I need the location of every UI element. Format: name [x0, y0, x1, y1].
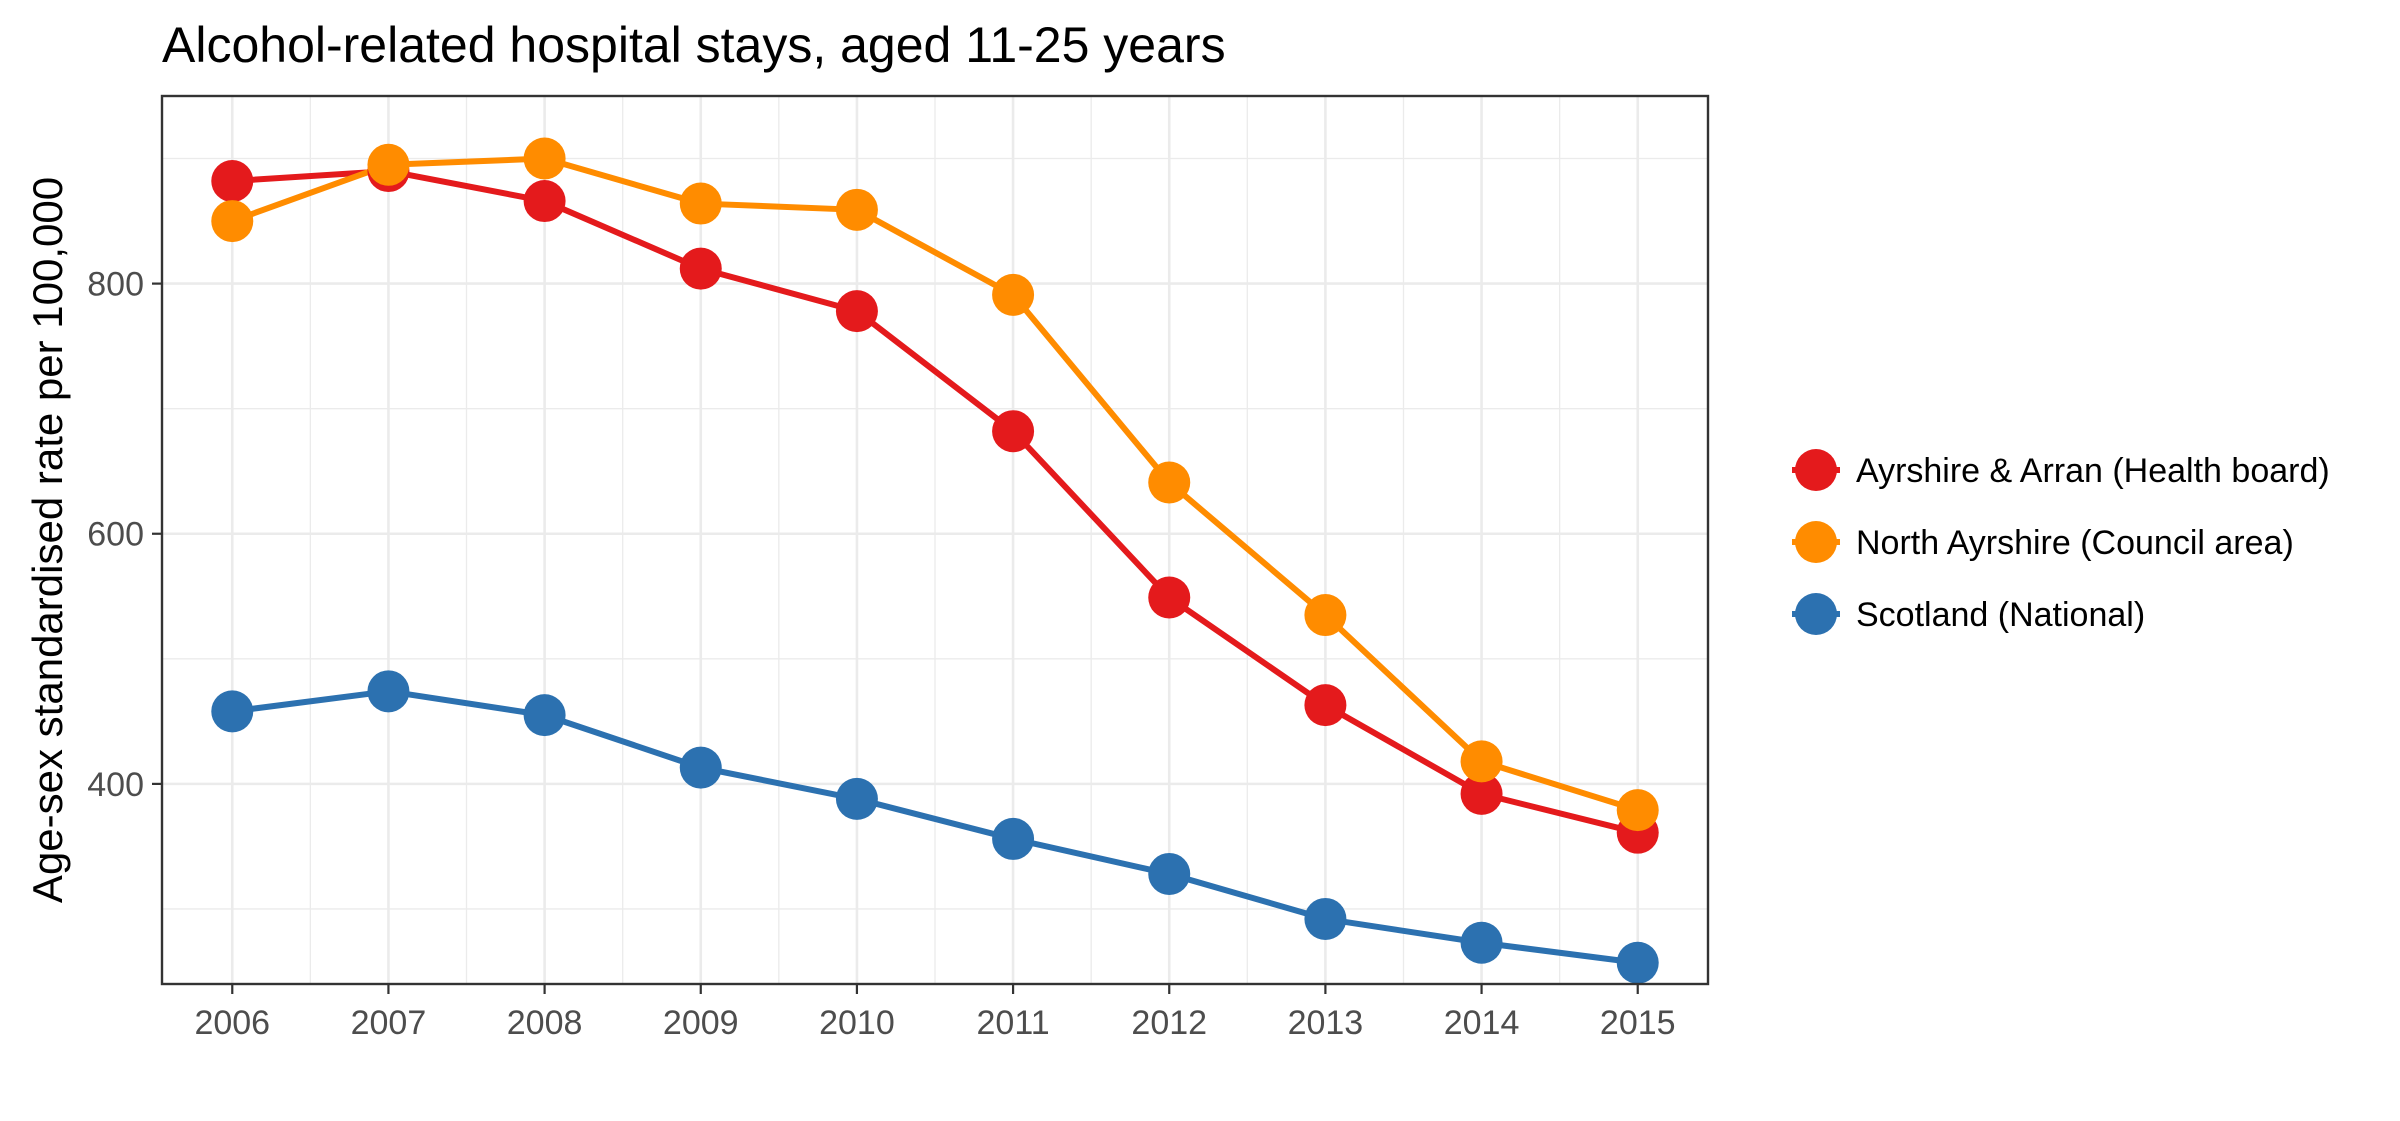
data-point: [367, 143, 410, 186]
data-point: [523, 694, 566, 737]
y-axis-label: Age-sex standardised rate per 100,000: [24, 177, 71, 903]
data-point: [835, 290, 878, 333]
y-axis: 400 600 800: [87, 266, 162, 804]
x-tick-label: 2011: [977, 1004, 1050, 1042]
x-tick-label: 2010: [819, 1004, 895, 1042]
legend-label: Scotland (National): [1856, 596, 2145, 634]
data-point: [1304, 897, 1347, 940]
data-point: [1148, 852, 1191, 895]
legend-label: North Ayrshire (Council area): [1856, 524, 2294, 562]
legend-key-point: [1795, 521, 1837, 563]
legend-key-point: [1795, 593, 1837, 635]
plot-area: [160, 94, 1710, 986]
data-point: [211, 200, 254, 243]
legend-label: Ayrshire & Arran (Health board): [1856, 452, 2330, 490]
minor-gridlines: [162, 96, 1708, 984]
data-point: [1148, 576, 1191, 619]
x-tick-label: 2009: [663, 1004, 739, 1042]
data-point: [992, 410, 1035, 453]
chart-title: Alcohol-related hospital stays, aged 11-…: [162, 17, 1226, 73]
data-point: [1460, 921, 1503, 964]
data-point: [1616, 941, 1659, 984]
x-tick-label: 2007: [351, 1004, 427, 1042]
series-points: [211, 137, 1659, 984]
data-point: [1304, 684, 1347, 727]
data-point: [679, 247, 722, 290]
legend-key-point: [1795, 449, 1837, 491]
data-point: [835, 777, 878, 820]
data-point: [679, 182, 722, 225]
y-tick-label: 800: [87, 266, 144, 304]
y-tick-label: 600: [87, 516, 144, 554]
data-point: [1304, 594, 1347, 637]
x-tick-label: 2015: [1600, 1004, 1676, 1042]
data-point: [523, 180, 566, 223]
data-point: [1460, 740, 1503, 783]
data-point: [211, 690, 254, 733]
series-line: [232, 168, 1639, 836]
series-lines: [231, 155, 1639, 966]
legend: Ayrshire & Arran (Health board) North Ayr…: [1792, 449, 2330, 635]
data-point: [992, 817, 1035, 860]
data-point: [679, 746, 722, 789]
x-axis: 2006 2007 2008 2009 2010 2011 2012 2013 2014 2015: [194, 984, 1676, 1042]
series-line: [231, 688, 1639, 966]
x-tick-label: 2012: [1131, 1004, 1207, 1042]
data-point: [367, 670, 410, 713]
data-point: [523, 137, 566, 180]
x-tick-label: 2014: [1444, 1004, 1520, 1042]
series-line: [231, 155, 1639, 814]
data-point: [1460, 772, 1503, 815]
data-point: [835, 188, 878, 231]
data-point: [992, 273, 1035, 316]
x-tick-label: 2006: [194, 1004, 270, 1042]
plot-panel-border: [160, 94, 1710, 986]
data-point: [211, 160, 254, 203]
y-tick-label: 400: [87, 766, 144, 804]
x-tick-label: 2008: [507, 1004, 583, 1042]
data-point: [1616, 789, 1659, 832]
data-point: [1148, 461, 1191, 504]
x-tick-label: 2013: [1288, 1004, 1364, 1042]
